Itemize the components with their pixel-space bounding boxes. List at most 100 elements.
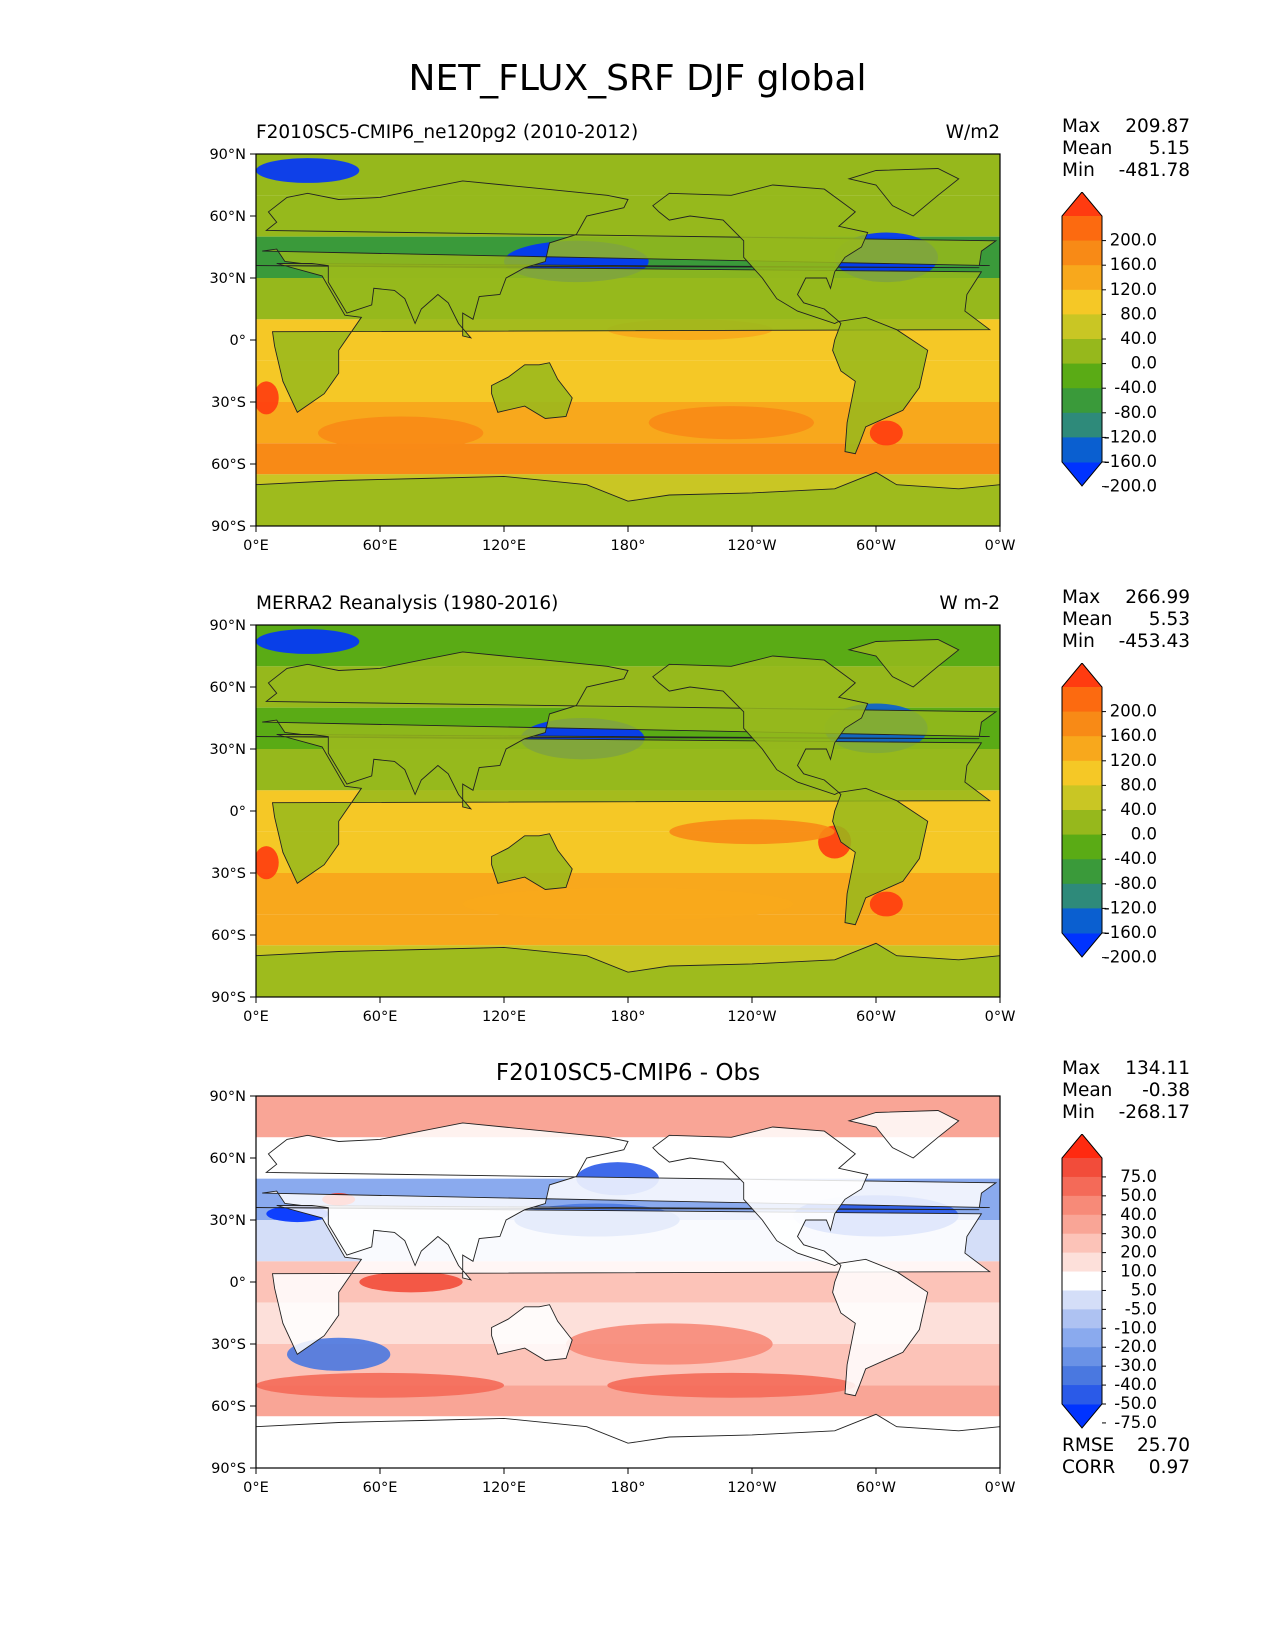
lat-tick-label: 60°N bbox=[209, 209, 246, 225]
lon-tick-label: 180° bbox=[611, 1009, 646, 1025]
panel-center-title: F2010SC5-CMIP6 - Obs bbox=[495, 1060, 761, 1086]
colorbar-tick-label: 75.0 bbox=[1120, 1167, 1157, 1186]
panel-model: F2010SC5-CMIP6_ne120pg2 (2010-2012) W/m2… bbox=[0, 116, 1275, 588]
colorbar-tick-label: -200.0 bbox=[1104, 948, 1157, 963]
colorbar-swatch bbox=[1062, 785, 1102, 811]
coastline-greenland bbox=[847, 168, 960, 217]
lon-tick-label: 0°E bbox=[243, 1480, 269, 1496]
field-anomaly bbox=[256, 158, 360, 183]
min-label: Min bbox=[1062, 631, 1095, 652]
map-field bbox=[256, 1096, 1000, 1468]
field-anomaly bbox=[607, 1372, 856, 1398]
colorbar-tick-label: 120.0 bbox=[1110, 751, 1157, 770]
colorbar-swatch bbox=[1062, 1309, 1102, 1329]
colorbar-extend-min bbox=[1062, 462, 1102, 486]
panel-units: W/m2 bbox=[945, 122, 1000, 143]
lon-tick-label: 0°E bbox=[243, 1009, 269, 1025]
colorbar-tick-label: 50.0 bbox=[1120, 1186, 1157, 1205]
colorbar-tick-label: -120.0 bbox=[1104, 898, 1157, 917]
lon-tick-label: 60°E bbox=[363, 1480, 398, 1496]
lat-tick-label: 90°N bbox=[209, 147, 246, 163]
min-value: -453.43 bbox=[1118, 631, 1190, 652]
colorbar-tick-label: 80.0 bbox=[1120, 775, 1157, 794]
colorbar-tick-label: -80.0 bbox=[1114, 403, 1157, 422]
coastline-south-america bbox=[832, 1258, 929, 1397]
corr-value: 0.97 bbox=[1148, 1457, 1190, 1478]
colorbar-swatch bbox=[1062, 412, 1102, 438]
colorbar-tick-label: 200.0 bbox=[1110, 702, 1157, 721]
colorbar-tick-label: -160.0 bbox=[1104, 923, 1157, 942]
coastline-africa bbox=[256, 263, 992, 413]
field-anomaly bbox=[256, 1372, 504, 1398]
lon-tick-label: 0°W bbox=[985, 538, 1016, 554]
coastline-antarctica bbox=[256, 942, 1000, 997]
min-label: Min bbox=[1062, 160, 1095, 181]
map-plot: 90°N 60°N 30°N 0° 30°S 60°S 90°S 0°E 60°E 120°E 18… bbox=[209, 147, 1015, 554]
lat-tick-label: 30°N bbox=[209, 742, 246, 758]
colorbar-swatch bbox=[1062, 388, 1102, 414]
rmse-label: RMSE bbox=[1062, 1435, 1115, 1456]
colorbar-swatch bbox=[1062, 834, 1102, 860]
colorbar-swatch bbox=[1062, 711, 1102, 737]
colorbar-extend-min bbox=[1062, 933, 1102, 957]
colorbar-swatch bbox=[1062, 859, 1102, 885]
colorbar-swatch bbox=[1062, 240, 1102, 266]
colorbar-swatch bbox=[1062, 1271, 1102, 1291]
colorbar: 200.0 160.0 120.0 80.0 40.0 0.0 -40.0 -80.0 -120… bbox=[1061, 663, 1157, 963]
colorbar-swatch bbox=[1062, 1328, 1102, 1348]
lon-tick-label: 180° bbox=[611, 1480, 646, 1496]
mean-label: Mean bbox=[1062, 138, 1113, 159]
panel-left-title: MERRA2 Reanalysis (1980-2016) bbox=[256, 593, 559, 614]
colorbar-outline bbox=[1061, 192, 1103, 487]
coastline-north-america bbox=[652, 184, 869, 324]
colorbar-tick-label: -40.0 bbox=[1114, 1375, 1157, 1394]
colorbar-tick-label: 30.0 bbox=[1120, 1224, 1157, 1243]
min-value: -268.17 bbox=[1118, 1102, 1190, 1123]
lon-tick-label: 180° bbox=[611, 538, 646, 554]
colorbar-swatch bbox=[1062, 314, 1102, 340]
colorbar-tick-label: 40.0 bbox=[1120, 1205, 1157, 1224]
min-value: -481.78 bbox=[1118, 160, 1190, 181]
coastline-north-america bbox=[652, 655, 869, 795]
lat-tick-label: 0° bbox=[230, 804, 246, 820]
colorbar-tick-label: -160.0 bbox=[1104, 452, 1157, 471]
colorbar-tick-label: 0.0 bbox=[1131, 825, 1157, 844]
lon-tick-label: 120°W bbox=[727, 538, 776, 554]
colorbar-tick-label: -120.0 bbox=[1104, 427, 1157, 446]
coastline-australia bbox=[491, 1304, 573, 1361]
colorbar-tick-label: 160.0 bbox=[1110, 726, 1157, 745]
max-value: 134.11 bbox=[1125, 1058, 1190, 1079]
colorbar-extend-min bbox=[1062, 1404, 1102, 1428]
colorbar: 200.0 160.0 120.0 80.0 40.0 0.0 -40.0 -80.0 -120… bbox=[1061, 192, 1157, 492]
map-field bbox=[256, 625, 1000, 997]
field-anomaly bbox=[256, 629, 360, 654]
colorbar-swatch bbox=[1062, 265, 1102, 291]
lon-tick-label: 120°E bbox=[482, 538, 526, 554]
field-anomaly bbox=[869, 420, 903, 446]
colorbar-tick-label: 40.0 bbox=[1120, 800, 1157, 819]
field-anomaly bbox=[256, 846, 279, 880]
panel-obs: MERRA2 Reanalysis (1980-2016) W m-2 90°N… bbox=[0, 587, 1275, 1059]
lon-tick-label: 60°E bbox=[363, 538, 398, 554]
lat-tick-label: 60°N bbox=[209, 1151, 246, 1167]
colorbar-swatch bbox=[1062, 687, 1102, 713]
field-anomaly bbox=[566, 1323, 773, 1365]
max-label: Max bbox=[1062, 1058, 1101, 1079]
coastline-north-america bbox=[652, 1126, 869, 1266]
lat-tick-label: 30°S bbox=[211, 395, 246, 411]
colorbar-swatch bbox=[1062, 437, 1102, 463]
colorbar-swatch bbox=[1062, 1290, 1102, 1310]
coastline-africa bbox=[256, 734, 992, 884]
max-value: 209.87 bbox=[1125, 116, 1190, 137]
coastline-antarctica bbox=[256, 471, 1000, 526]
colorbar-swatch bbox=[1062, 216, 1102, 242]
colorbar-tick-label: 5.0 bbox=[1131, 1280, 1157, 1299]
panel-units: W m-2 bbox=[939, 593, 1000, 614]
field-anomaly bbox=[287, 1337, 391, 1371]
colorbar-swatch bbox=[1062, 908, 1102, 934]
colorbar-swatch bbox=[1062, 1233, 1102, 1254]
lon-tick-label: 120°W bbox=[727, 1009, 776, 1025]
field-anomaly bbox=[359, 1271, 463, 1293]
colorbar-swatch bbox=[1062, 1214, 1102, 1235]
lat-tick-label: 30°N bbox=[209, 1213, 246, 1229]
